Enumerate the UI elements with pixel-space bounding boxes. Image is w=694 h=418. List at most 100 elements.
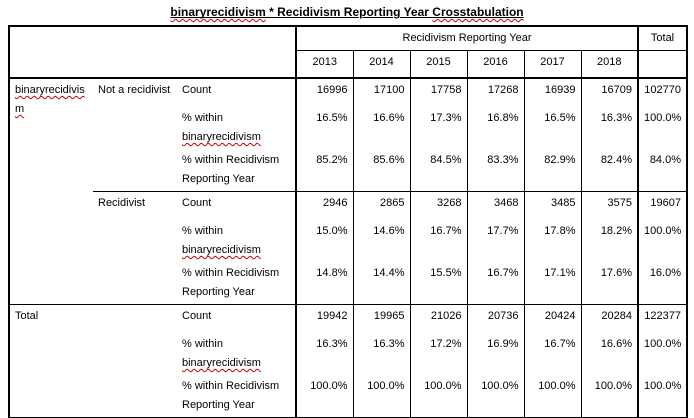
misspelled-word: binaryrecidivism: [182, 244, 261, 256]
total-cell: 84.0%: [638, 149, 687, 192]
data-cell: 20736: [467, 305, 524, 334]
data-cell: 85.2%: [296, 149, 353, 192]
data-cell: 16.3%: [581, 107, 638, 149]
stat-label-pct-within-var: % within binaryrecidivism: [177, 220, 296, 262]
stat-label-prefix: % within: [182, 225, 223, 237]
data-cell: 17.7%: [467, 220, 524, 262]
data-cell: 16.8%: [467, 107, 524, 149]
year-header-2013: 2013: [296, 51, 353, 79]
data-cell: 16709: [581, 78, 638, 107]
stat-label-pct-within-var: % within binaryrecidivism: [177, 333, 296, 375]
data-cell: 17.2%: [410, 333, 467, 375]
data-cell: 14.8%: [296, 262, 353, 305]
data-cell: 16.9%: [467, 333, 524, 375]
data-cell: 16.5%: [296, 107, 353, 149]
total-cell: 100.0%: [638, 220, 687, 262]
stat-label-pct-within-year: % within Recidivism Reporting Year: [177, 149, 296, 192]
data-cell: 100.0%: [410, 375, 467, 418]
data-cell: 17758: [410, 78, 467, 107]
data-cell: 16996: [296, 78, 353, 107]
total-cell: 100.0%: [638, 375, 687, 418]
header-row-group: Recidivism Reporting Year Total: [9, 26, 687, 51]
data-cell: 21026: [410, 305, 467, 334]
title-row-variable: binaryrecidivism: [170, 5, 265, 19]
stat-label-prefix: % within: [182, 338, 223, 350]
data-cell: 19965: [353, 305, 410, 334]
year-header-2018: 2018: [581, 51, 638, 79]
data-cell: 17.6%: [581, 262, 638, 305]
crosstab-title: binaryrecidivism * Recidivism Reporting …: [0, 5, 694, 20]
data-cell: 100.0%: [296, 375, 353, 418]
year-header-2014: 2014: [353, 51, 410, 79]
total-cell: 100.0%: [638, 333, 687, 375]
data-cell: 14.6%: [353, 220, 410, 262]
data-cell: 85.6%: [353, 149, 410, 192]
data-cell: 2865: [353, 192, 410, 221]
data-cell: 17.1%: [524, 262, 581, 305]
data-cell: 19942: [296, 305, 353, 334]
misspelled-word: binaryrecidivism: [182, 357, 261, 369]
data-cell: 100.0%: [467, 375, 524, 418]
stub-corner-cell: [9, 26, 296, 78]
total-cell: 100.0%: [638, 107, 687, 149]
data-cell: 2946: [296, 192, 353, 221]
total-cell: 19607: [638, 192, 687, 221]
data-cell: 15.5%: [410, 262, 467, 305]
data-cell: 3468: [467, 192, 524, 221]
data-cell: 3485: [524, 192, 581, 221]
column-group-header: Recidivism Reporting Year: [296, 26, 638, 51]
title-middle-text: * Recidivism Reporting Year: [266, 5, 433, 19]
stat-label-count: Count: [177, 305, 296, 334]
stat-label-count: Count: [177, 78, 296, 107]
total-column-header: Total: [638, 26, 687, 51]
data-cell: 82.9%: [524, 149, 581, 192]
year-header-2016: 2016: [467, 51, 524, 79]
stat-label-pct-within-year: % within Recidivism Reporting Year: [177, 262, 296, 305]
data-cell: 84.5%: [410, 149, 467, 192]
data-cell: 16.6%: [581, 333, 638, 375]
data-cell: 3268: [410, 192, 467, 221]
crosstab-table: Recidivism Reporting Year Total 2013 201…: [8, 25, 688, 418]
table-row: binaryrecidivism Not a recidivist Count …: [9, 78, 687, 107]
data-cell: 3575: [581, 192, 638, 221]
data-cell: 15.0%: [296, 220, 353, 262]
data-cell: 16.3%: [296, 333, 353, 375]
data-cell: 17.8%: [524, 220, 581, 262]
stat-label-pct-within-year: % within Recidivism Reporting Year: [177, 375, 296, 418]
total-header-subcell: [638, 51, 687, 79]
table-row: Recidivist Count 2946 2865 3268 3468 348…: [9, 192, 687, 221]
row-variable-label: binaryrecidivism: [9, 78, 93, 305]
misspelled-word: binaryrecidivism: [15, 84, 85, 115]
year-header-2015: 2015: [410, 51, 467, 79]
data-cell: 16.7%: [524, 333, 581, 375]
data-cell: 14.4%: [353, 262, 410, 305]
data-cell: 17268: [467, 78, 524, 107]
data-cell: 17100: [353, 78, 410, 107]
total-cell: 102770: [638, 78, 687, 107]
data-cell: 83.3%: [467, 149, 524, 192]
data-cell: 18.2%: [581, 220, 638, 262]
total-cell: 16.0%: [638, 262, 687, 305]
table-row: Total Count 19942 19965 21026 20736 2042…: [9, 305, 687, 334]
data-cell: 20284: [581, 305, 638, 334]
stat-label-pct-within-var: % within binaryrecidivism: [177, 107, 296, 149]
data-cell: 20424: [524, 305, 581, 334]
year-header-2017: 2017: [524, 51, 581, 79]
total-cell: 122377: [638, 305, 687, 334]
stat-label-prefix: % within: [182, 112, 223, 124]
stat-label-count: Count: [177, 192, 296, 221]
data-cell: 16939: [524, 78, 581, 107]
data-cell: 16.7%: [467, 262, 524, 305]
misspelled-word: binaryrecidivism: [182, 131, 261, 143]
data-cell: 100.0%: [581, 375, 638, 418]
data-cell: 16.7%: [410, 220, 467, 262]
title-crosstabulation-word: Crosstabulation: [432, 5, 523, 19]
data-cell: 82.4%: [581, 149, 638, 192]
data-cell: 16.5%: [524, 107, 581, 149]
data-cell: 100.0%: [353, 375, 410, 418]
total-row-label: Total: [9, 305, 177, 418]
data-cell: 100.0%: [524, 375, 581, 418]
data-cell: 17.3%: [410, 107, 467, 149]
category-label-recidivist: Recidivist: [93, 192, 177, 305]
